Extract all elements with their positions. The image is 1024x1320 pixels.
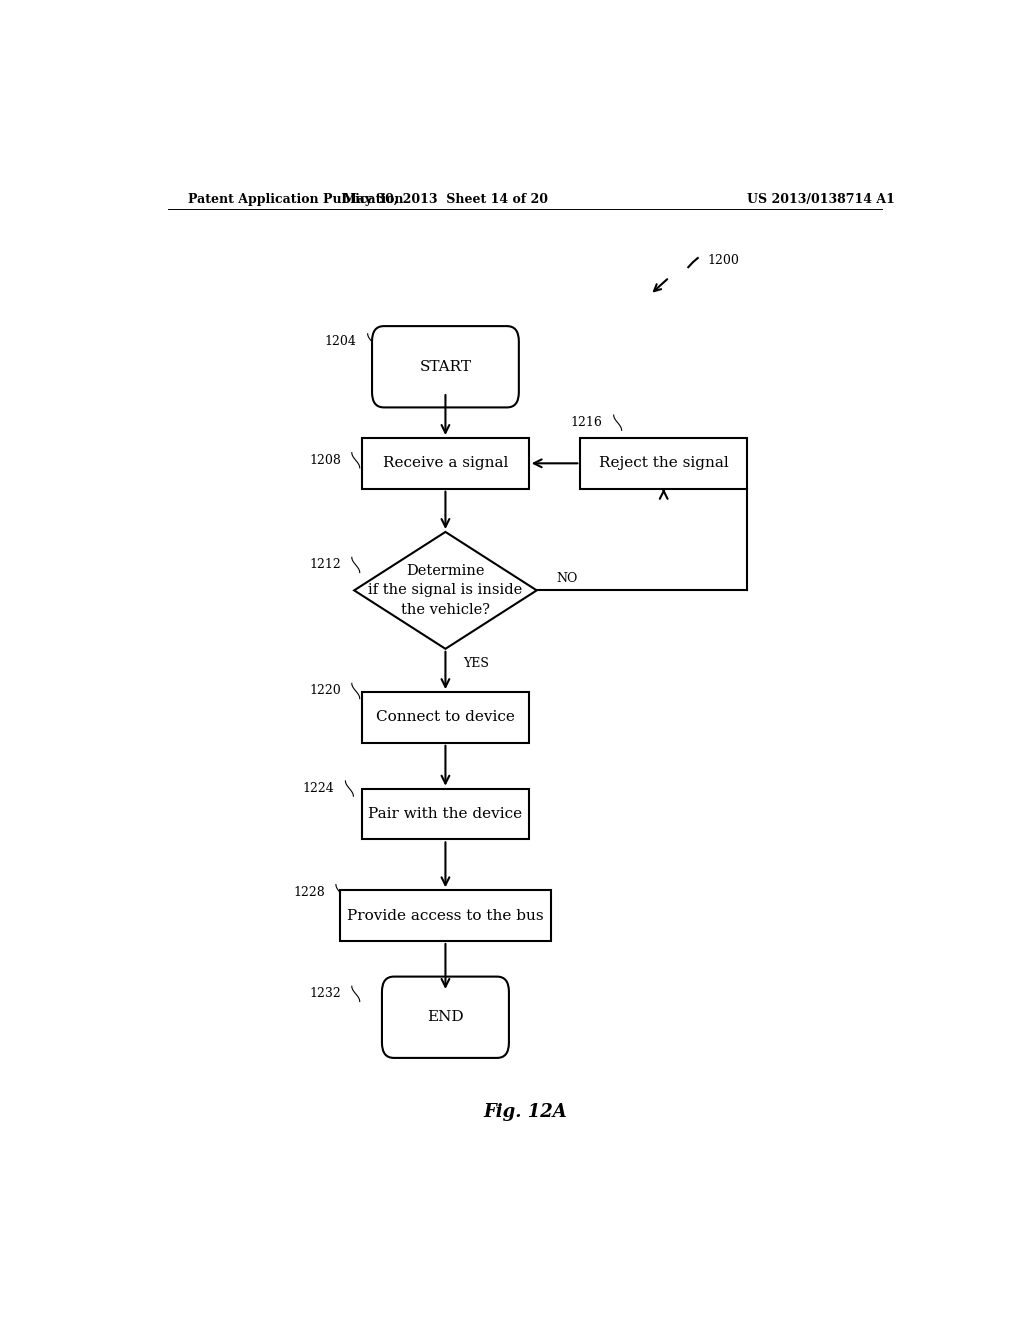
Text: END: END bbox=[427, 1010, 464, 1024]
Text: Connect to device: Connect to device bbox=[376, 710, 515, 725]
Text: Determine
if the signal is inside
the vehicle?: Determine if the signal is inside the ve… bbox=[369, 564, 522, 616]
Text: 1216: 1216 bbox=[570, 416, 603, 429]
Text: 1220: 1220 bbox=[309, 685, 341, 697]
Text: 1200: 1200 bbox=[708, 253, 739, 267]
FancyBboxPatch shape bbox=[382, 977, 509, 1057]
Text: START: START bbox=[420, 360, 471, 374]
Text: Provide access to the bus: Provide access to the bus bbox=[347, 908, 544, 923]
Text: Receive a signal: Receive a signal bbox=[383, 457, 508, 470]
Text: Reject the signal: Reject the signal bbox=[599, 457, 728, 470]
Text: Fig. 12A: Fig. 12A bbox=[483, 1102, 566, 1121]
Text: 1212: 1212 bbox=[309, 558, 341, 572]
Text: May 30, 2013  Sheet 14 of 20: May 30, 2013 Sheet 14 of 20 bbox=[343, 193, 548, 206]
Text: 1232: 1232 bbox=[309, 987, 341, 1001]
Text: Pair with the device: Pair with the device bbox=[369, 807, 522, 821]
Bar bbox=[581, 438, 748, 488]
Text: 1228: 1228 bbox=[293, 886, 325, 899]
Bar bbox=[362, 438, 528, 488]
Text: 1224: 1224 bbox=[303, 781, 335, 795]
Bar bbox=[362, 692, 528, 743]
FancyBboxPatch shape bbox=[372, 326, 519, 408]
Text: US 2013/0138714 A1: US 2013/0138714 A1 bbox=[748, 193, 895, 206]
Text: 1208: 1208 bbox=[309, 454, 341, 467]
Bar bbox=[340, 890, 551, 941]
Text: 1204: 1204 bbox=[325, 335, 356, 348]
Text: Patent Application Publication: Patent Application Publication bbox=[187, 193, 403, 206]
Text: NO: NO bbox=[557, 572, 578, 585]
Bar bbox=[362, 788, 528, 840]
Polygon shape bbox=[354, 532, 537, 649]
Text: YES: YES bbox=[463, 657, 488, 671]
